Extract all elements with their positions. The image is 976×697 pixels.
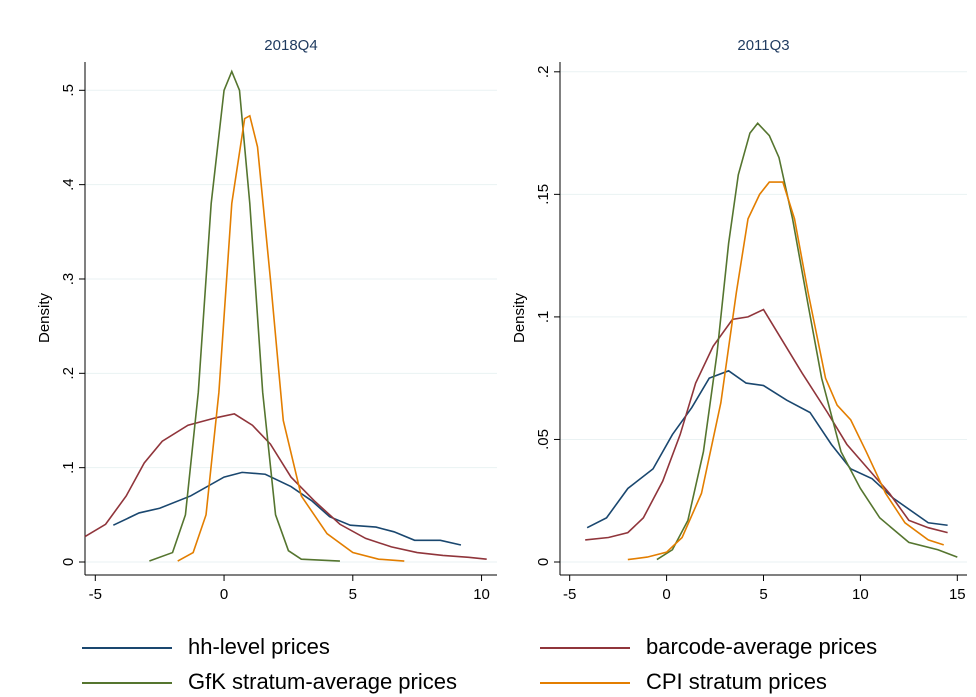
density-line <box>112 471 462 546</box>
x-tick-label: -5 <box>563 586 576 603</box>
x-tick-label: 10 <box>473 586 490 603</box>
density-line <box>177 114 405 562</box>
density-line <box>84 413 487 560</box>
density-line <box>586 369 948 529</box>
y-tick-label: .2 <box>535 66 552 79</box>
x-tick-label: 15 <box>949 586 966 603</box>
legend-label: CPI stratum prices <box>646 669 827 694</box>
x-tick-label: 5 <box>759 586 767 603</box>
y-tick-label: 0 <box>535 558 552 566</box>
y-tick-label: .05 <box>535 429 552 450</box>
density-line <box>585 308 948 541</box>
y-tick-label: .1 <box>60 461 77 474</box>
x-tick-label: 10 <box>852 586 869 603</box>
x-tick-label: 0 <box>220 586 228 603</box>
y-tick-label: .15 <box>535 184 552 205</box>
density-line <box>627 181 944 561</box>
legend-label: hh-level prices <box>188 634 330 659</box>
density-line <box>656 122 958 561</box>
y-tick-label: .1 <box>535 311 552 324</box>
legend-label: barcode-average prices <box>646 634 877 659</box>
panel-title: 2011Q3 <box>737 37 789 54</box>
density-line <box>149 69 340 562</box>
y-tick-label: .3 <box>60 273 77 286</box>
y-tick-label: 0 <box>60 558 77 566</box>
x-tick-label: 5 <box>349 586 357 603</box>
panel-title: 2018Q4 <box>264 37 317 54</box>
y-axis-label: Density <box>36 292 53 343</box>
y-tick-label: .5 <box>60 84 77 97</box>
y-axis-label: Density <box>511 292 528 343</box>
x-tick-label: 0 <box>662 586 670 603</box>
y-tick-label: .4 <box>60 178 77 191</box>
x-tick-label: -5 <box>89 586 102 603</box>
legend-label: GfK stratum-average prices <box>188 669 457 694</box>
y-tick-label: .2 <box>60 367 77 380</box>
